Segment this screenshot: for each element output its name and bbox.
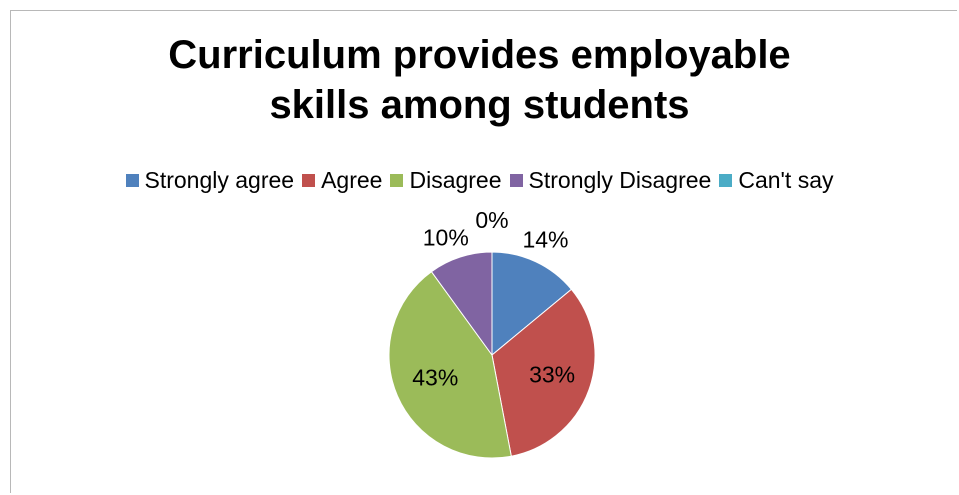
legend-item-disagree: Disagree (390, 167, 502, 194)
legend-swatch (390, 174, 404, 187)
data-label-strongly-disagree: 10% (423, 224, 469, 250)
legend-label: Strongly agree (144, 167, 295, 193)
pie-slice-strongly-disagree (430, 251, 493, 357)
data-label-strongly-agree: 14% (522, 226, 568, 252)
legend-item-strongly-disagree: Strongly Disagree (509, 167, 712, 194)
pie-slice-agree (491, 288, 596, 457)
pie-slice-disagree (388, 270, 512, 459)
data-label-agree: 33% (529, 362, 575, 388)
legend-label: Can't say (738, 167, 834, 193)
chart-legend: Strongly agree Agree Disagree Strongly D… (0, 167, 959, 194)
data-label-disagree: 43% (412, 365, 458, 391)
legend-swatch (302, 174, 316, 187)
legend-swatch (509, 174, 523, 187)
legend-swatch (125, 174, 139, 187)
legend-item-strongly-agree: Strongly agree (125, 167, 295, 194)
legend-label: Agree (321, 167, 383, 193)
pie-slices (388, 251, 596, 459)
chart-title-line-1: Curriculum provides employable (168, 33, 791, 77)
pie-slice-strongly-agree (491, 251, 573, 357)
data-label-cant-say: 0% (475, 207, 508, 233)
legend-label: Disagree (409, 167, 502, 193)
pie-data-labels: 14% 33% 43% 10%0% (412, 207, 575, 391)
chart-title-line-2: skills among students (269, 83, 690, 127)
legend-item-cant-say: Can't say (719, 167, 833, 194)
legend-item-agree: Agree (302, 167, 382, 194)
legend-label: Strongly Disagree (528, 167, 712, 193)
chart-title: Curriculum provides employable skills am… (0, 30, 959, 130)
legend-swatch (719, 174, 733, 187)
